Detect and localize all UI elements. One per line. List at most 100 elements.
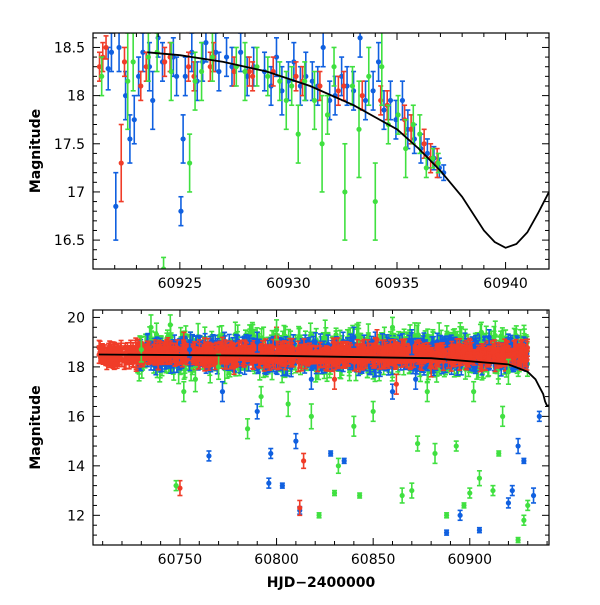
data-point-blue — [220, 382, 225, 402]
y-tick-label: 17.5 — [54, 137, 85, 153]
data-point-blue — [174, 57, 179, 96]
x-tick-label: 60940 — [483, 276, 528, 292]
y-tick-label: 18.5 — [54, 40, 85, 56]
plot-area — [97, 315, 549, 543]
data-point-green — [181, 382, 186, 402]
data-point-blue — [206, 451, 211, 461]
data-point-red — [360, 81, 365, 110]
data-point-red — [332, 369, 337, 389]
data-point-blue — [371, 72, 376, 111]
data-point-green — [319, 96, 324, 192]
data-point-green — [400, 488, 405, 503]
data-point-green — [265, 57, 270, 96]
y-tick-label: 18 — [67, 89, 85, 105]
data-point-green — [467, 488, 472, 498]
data-point-blue — [116, 23, 121, 71]
data-point-green — [496, 451, 501, 456]
data-point-green — [357, 493, 362, 498]
data-point-blue — [132, 96, 137, 144]
data-point-green — [500, 406, 505, 426]
y-tick-label: 17 — [67, 185, 85, 201]
data-point-red — [177, 481, 182, 496]
y-axis-title: Magnitude — [28, 109, 44, 193]
data-point-blue — [477, 528, 482, 533]
data-point-green — [309, 404, 314, 429]
data-point-blue — [293, 434, 298, 449]
y-tick-label: 20 — [67, 310, 85, 326]
data-point-blue — [203, 23, 208, 62]
data-point-green — [286, 392, 291, 417]
data-point-green — [342, 144, 347, 240]
data-point-red — [297, 500, 302, 515]
y-tick-label: 16 — [67, 409, 85, 425]
y-tick-label: 14 — [67, 459, 85, 475]
data-point-blue — [113, 173, 118, 240]
data-point-blue — [216, 52, 221, 91]
data-point-red — [119, 125, 124, 202]
x-tick-label: 60750 — [158, 552, 203, 568]
data-point-blue — [531, 488, 536, 503]
model-curve — [147, 52, 549, 248]
data-point-blue — [506, 498, 511, 508]
data-point-green — [254, 47, 259, 86]
data-point-red — [336, 76, 341, 105]
data-point-green — [336, 458, 341, 473]
data-point-green — [316, 513, 321, 518]
data-point-blue — [266, 478, 271, 488]
data-point-green — [371, 402, 376, 422]
data-point-blue — [309, 369, 314, 389]
data-point-red — [301, 453, 306, 468]
data-point-green — [192, 52, 197, 110]
data-point-blue — [357, 19, 362, 58]
data-point-green — [296, 105, 301, 163]
data-point-blue — [224, 38, 229, 77]
data-point-green — [477, 471, 482, 486]
data-point-blue — [183, 57, 188, 96]
y-tick-label: 12 — [67, 508, 85, 524]
data-point-blue — [328, 451, 333, 456]
data-point-blue — [181, 115, 186, 163]
data-point-green — [187, 134, 192, 192]
data-point-blue — [178, 197, 183, 226]
data-point-blue — [515, 439, 520, 454]
data-point-green — [454, 441, 459, 451]
data-point-green — [332, 490, 337, 495]
data-point-blue — [109, 33, 114, 72]
data-point-blue — [268, 449, 273, 459]
data-point-blue — [390, 384, 395, 399]
data-point-blue — [321, 28, 326, 67]
data-point-green — [432, 444, 437, 464]
data-point-green — [461, 503, 466, 508]
data-point-blue — [444, 530, 449, 535]
x-tick-label: 60935 — [375, 276, 420, 292]
data-point-green — [471, 382, 476, 402]
data-point-green — [415, 436, 420, 451]
data-point-green — [366, 47, 371, 105]
x-tick-label: 60850 — [351, 552, 396, 568]
data-point-green — [444, 513, 449, 518]
plot-frame — [93, 33, 549, 269]
data-point-blue — [537, 411, 542, 421]
data-point-green — [490, 486, 495, 496]
data-point-green — [351, 416, 356, 436]
x-tick-label: 60800 — [254, 552, 299, 568]
data-point-blue — [376, 43, 381, 82]
x-axis-title: HJD−2400000 — [267, 575, 376, 591]
x-tick-label: 60925 — [158, 276, 203, 292]
data-point-blue — [521, 458, 526, 463]
data-point-blue — [280, 483, 285, 488]
data-point-blue — [342, 458, 347, 463]
data-point-green — [373, 163, 378, 240]
data-point-green — [245, 419, 250, 439]
x-tick-label: 60900 — [448, 552, 493, 568]
x-tick-label: 60930 — [266, 276, 311, 292]
data-point-green — [409, 483, 414, 498]
data-point-green — [131, 33, 136, 91]
y-tick-label: 18 — [67, 360, 85, 376]
data-point-green — [515, 537, 520, 542]
data-point-green — [168, 315, 173, 335]
